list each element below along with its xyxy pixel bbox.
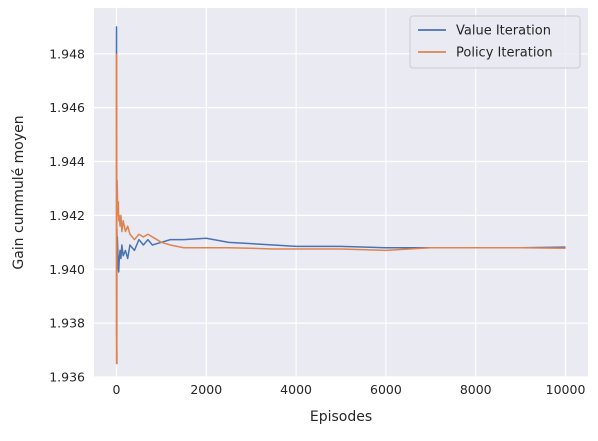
x-tick-label: 8000 [460,382,492,397]
series-layer [115,26,566,365]
y-axis-ticks: 1.936 1.938 1.940 1.942 1.944 1.946 1.948 [49,46,85,384]
y-tick-label: 1.940 [49,262,85,277]
y-tick-label: 1.938 [49,316,85,331]
legend: Value Iteration Policy Iteration [409,15,581,69]
x-tick-label: 10000 [546,382,586,397]
grid-lines [94,8,588,378]
legend-label: Value Iteration [456,24,551,39]
y-tick-label: 1.944 [49,154,85,169]
series-line-2 [115,53,566,365]
y-tick-label: 1.936 [49,370,85,385]
legend-label: Policy Iteration [456,46,553,61]
x-tick-label: 6000 [370,382,402,397]
y-axis-label: Gain cummulé moyen [11,115,27,269]
x-axis-ticks: 0 2000 4000 6000 8000 10000 [112,382,585,397]
y-tick-label: 1.946 [49,100,85,115]
x-tick-label: 0 [112,382,120,397]
legend-box [409,15,581,69]
x-tick-label: 4000 [280,382,312,397]
plot-area [94,8,588,377]
y-tick-label: 1.948 [49,46,85,61]
x-tick-label: 2000 [190,382,222,397]
x-axis-label: Episodes [310,409,372,425]
y-tick-label: 1.942 [49,208,85,223]
